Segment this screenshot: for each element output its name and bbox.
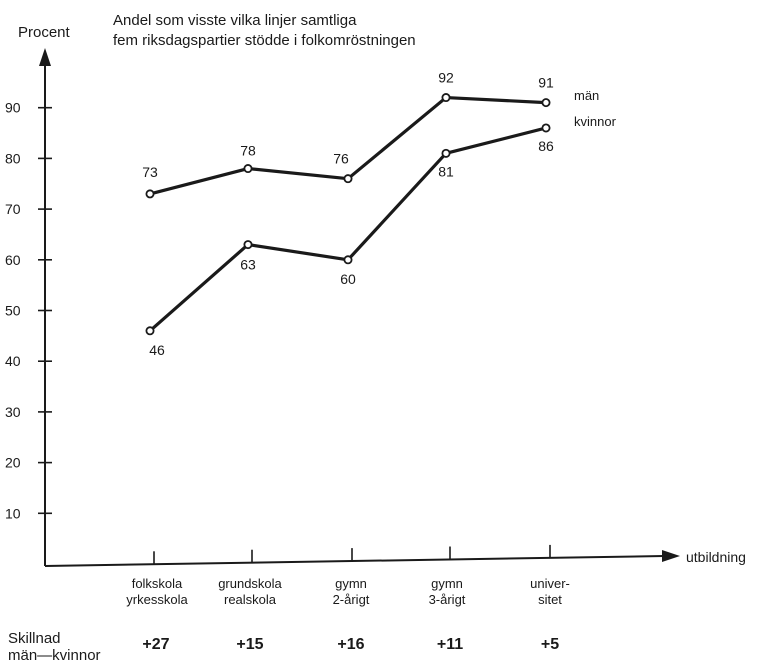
y-tick-label: 10	[5, 505, 21, 521]
y-tick-label: 40	[5, 353, 21, 369]
y-tick-label: 80	[5, 150, 21, 166]
y-axis-title: Procent	[18, 24, 71, 41]
data-label: 73	[142, 164, 158, 180]
category-label: gymn	[335, 576, 367, 591]
category-label: 3-årigt	[429, 592, 466, 607]
data-point	[343, 174, 353, 184]
series-label: kvinnor	[574, 114, 617, 129]
data-point	[441, 148, 451, 158]
y-tick-label: 70	[5, 201, 21, 217]
y-tick-label: 30	[5, 404, 21, 420]
data-label: 81	[438, 163, 454, 179]
data-point	[343, 255, 353, 265]
category-label: grundskola	[218, 576, 282, 591]
data-labels: 73 78 76 92 91 46 63 60 81 86	[142, 70, 554, 358]
category-label: sitet	[538, 592, 562, 607]
data-label: 60	[340, 271, 356, 287]
category-label: univer-	[530, 576, 570, 591]
data-label: 78	[240, 143, 256, 159]
data-point	[243, 164, 253, 174]
difference-value: +15	[236, 636, 263, 653]
data-label: 76	[333, 151, 349, 167]
data-point	[541, 98, 551, 108]
difference-value: +11	[437, 636, 463, 653]
category-label: yrkesskola	[126, 592, 188, 607]
x-axis	[44, 555, 665, 567]
y-ticks: 10 20 30 40 50 60 70 80 90	[5, 100, 52, 521]
series-label: män	[574, 88, 599, 103]
difference-label-line2: män—kvinnor	[8, 647, 101, 664]
data-label: 63	[240, 257, 256, 273]
difference-values: +27 +15 +16 +11 +5	[142, 636, 559, 653]
y-tick-label: 90	[5, 100, 21, 116]
data-point	[145, 326, 155, 336]
category-label: gymn	[431, 576, 463, 591]
data-point	[145, 189, 155, 199]
chart-subtitle: fem riksdagspartier stödde i folkomröstn…	[113, 32, 416, 49]
data-label: 92	[438, 70, 454, 86]
data-point	[441, 93, 451, 103]
difference-value: +5	[541, 636, 559, 653]
series-group	[145, 93, 551, 336]
difference-value: +27	[142, 636, 169, 653]
y-tick-label: 60	[5, 252, 21, 268]
data-point	[243, 240, 253, 250]
x-ticks	[153, 544, 551, 565]
data-point	[541, 123, 551, 133]
category-label: realskola	[224, 592, 277, 607]
x-axis-title: utbildning	[686, 549, 746, 565]
series-labels: män kvinnor	[574, 88, 617, 129]
data-label: 46	[149, 342, 165, 358]
data-label: 86	[538, 138, 554, 154]
difference-value: +16	[337, 636, 364, 653]
y-tick-label: 20	[5, 455, 21, 471]
difference-label-line1: Skillnad	[8, 630, 61, 647]
category-label: 2-årigt	[333, 592, 370, 607]
y-tick-label: 50	[5, 303, 21, 319]
category-label: folkskola	[132, 576, 183, 591]
data-label: 91	[538, 75, 554, 91]
y-axis-arrow	[39, 48, 51, 66]
x-axis-arrow	[662, 550, 680, 562]
chart-title: Andel som visste vilka linjer samtliga	[113, 12, 357, 29]
